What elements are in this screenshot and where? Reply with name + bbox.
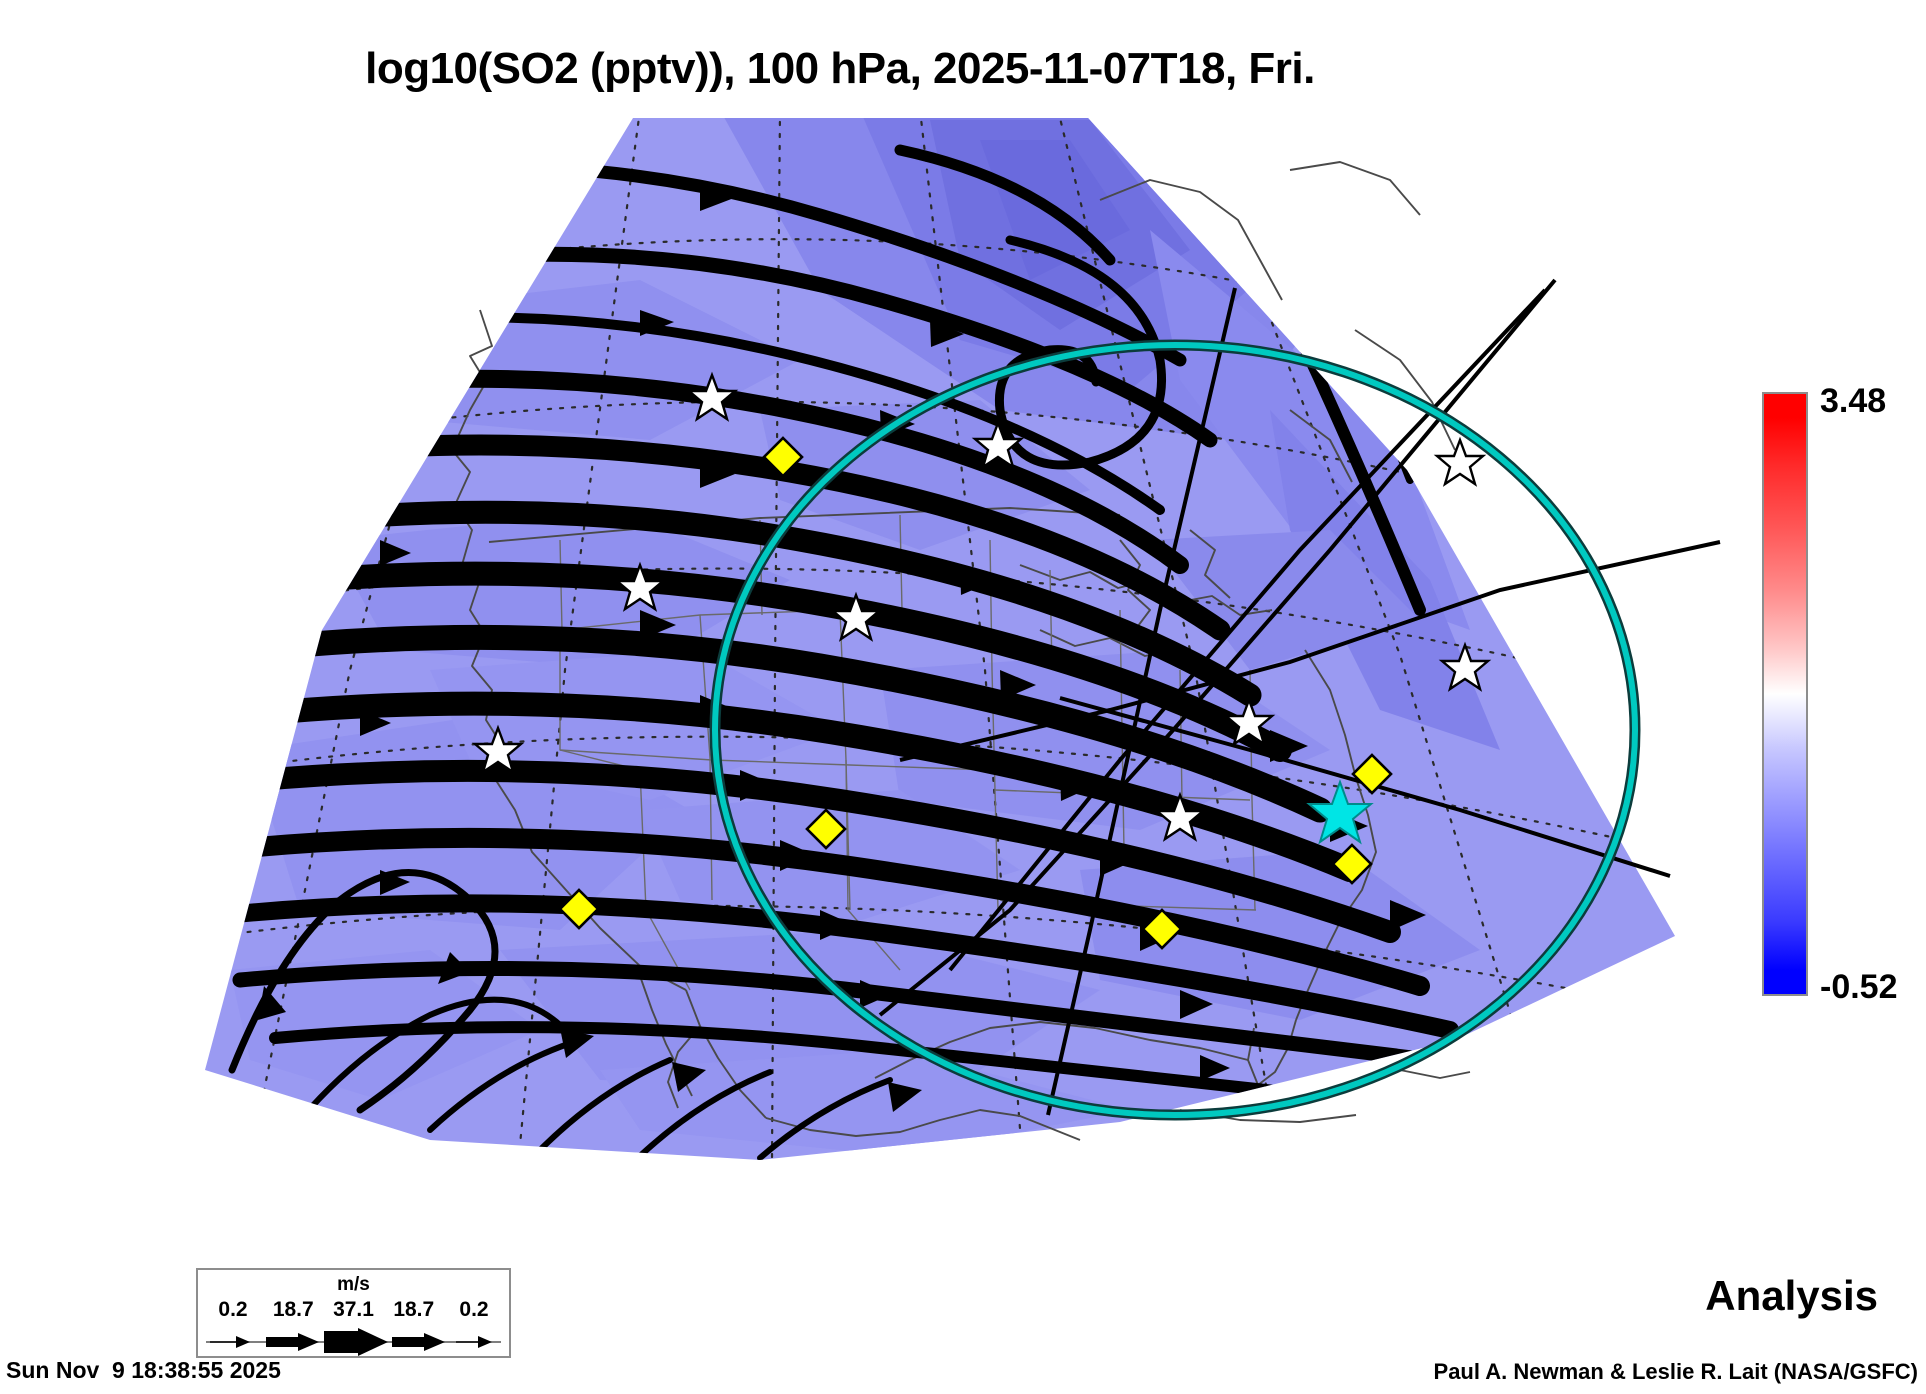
page-title: log10(SO2 (pptv)), 100 hPa, 2025-11-07T1… bbox=[365, 44, 1315, 93]
analysis-label: Analysis bbox=[1705, 1272, 1878, 1319]
colorbar: 3.48 -0.52 bbox=[1762, 384, 1922, 1004]
star-markers bbox=[471, 371, 1492, 842]
wind-legend-arrow-scale bbox=[202, 1328, 505, 1356]
wind-tick-1: 18.7 bbox=[272, 1298, 314, 1321]
wind-tick-2: 37.1 bbox=[333, 1298, 374, 1321]
wind-tick-4: 0.2 bbox=[459, 1298, 489, 1321]
station-markers bbox=[558, 436, 1393, 950]
map-plot bbox=[0, 110, 1740, 1270]
author-credit: Paul A. Newman & Leslie R. Lait (NASA/GS… bbox=[1433, 1359, 1918, 1384]
wind-tick-3: 18.7 bbox=[393, 1298, 435, 1321]
wind-tick-0: 0.2 bbox=[218, 1298, 248, 1321]
wind-legend-ticks: 0.2 18.7 37.1 18.7 0.2 bbox=[204, 1298, 503, 1322]
colorbar-gradient bbox=[1762, 392, 1808, 996]
center-site-marker bbox=[1306, 779, 1374, 845]
flight-path-lines bbox=[878, 278, 1721, 1116]
wind-legend-units: m/s bbox=[337, 1274, 370, 1295]
wind-speed-legend: m/s 0.2 18.7 37.1 18.7 0.2 bbox=[196, 1268, 511, 1358]
colorbar-max-label: 3.48 bbox=[1820, 382, 1887, 420]
colorbar-min-label: -0.52 bbox=[1820, 968, 1898, 1006]
generation-timestamp: Sun Nov 9 18:38:55 2025 bbox=[6, 1357, 281, 1383]
so2-field-contours bbox=[205, 118, 1675, 1160]
range-circle bbox=[709, 339, 1641, 1121]
